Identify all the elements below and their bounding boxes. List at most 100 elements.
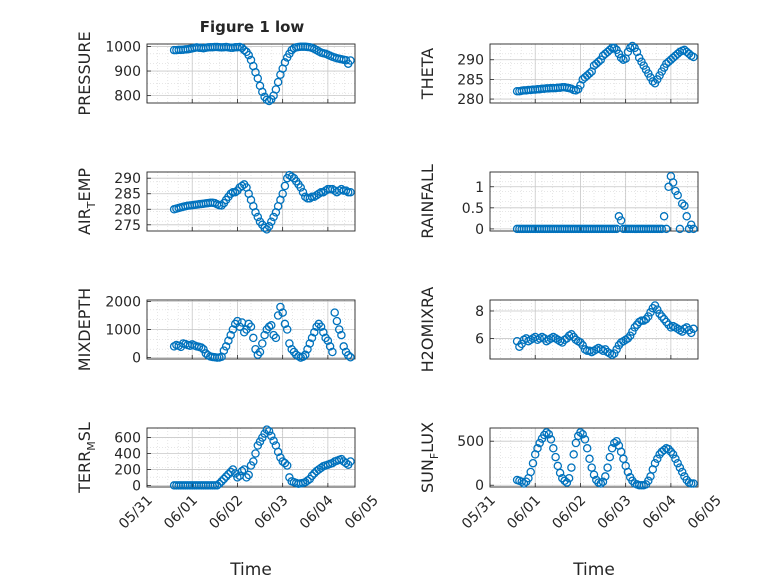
- data-point: [671, 186, 680, 196]
- data-point: [585, 69, 594, 78]
- data-point: [273, 447, 283, 457]
- data-point: [616, 53, 626, 63]
- data-point: [264, 426, 274, 436]
- data-point: [316, 322, 326, 331]
- data-point: [280, 181, 290, 191]
- data-point: [341, 458, 351, 468]
- data-point: [662, 317, 671, 327]
- data-point: [267, 217, 276, 226]
- data-point: [332, 316, 342, 326]
- subplot-6: 6 8 H2OMIXRA: [418, 287, 699, 373]
- y-tick-label: 1000: [105, 39, 141, 55]
- data-point: [251, 449, 260, 458]
- data-point: [689, 224, 698, 234]
- data-point: [666, 447, 676, 457]
- data-point: [668, 178, 678, 187]
- data-point: [662, 224, 671, 234]
- data-point: [228, 187, 238, 197]
- data-point: [325, 342, 335, 351]
- data-point: [648, 303, 658, 313]
- data-point: [246, 322, 256, 331]
- data-point: [285, 339, 294, 348]
- data-point: [580, 435, 590, 444]
- x-tick-label: 06/01: [161, 493, 201, 533]
- y-tick-label: 285: [457, 72, 484, 88]
- data-point: [657, 312, 667, 321]
- data-point: [680, 201, 689, 210]
- figure-title: Figure 1 low: [200, 18, 305, 36]
- data-point: [307, 333, 317, 343]
- data-point: [623, 467, 633, 477]
- data-point: [655, 450, 664, 459]
- data-point: [605, 452, 615, 462]
- data-point: [517, 477, 526, 486]
- y-axis-label: MIXDEPTH: [75, 288, 94, 371]
- y-axis-label: H2OMIXRA: [418, 287, 437, 373]
- data-point: [323, 336, 333, 345]
- data-point: [328, 458, 337, 468]
- data-point: [278, 189, 287, 198]
- data-point: [614, 212, 624, 221]
- data-point: [578, 429, 587, 439]
- axes-box: [489, 43, 699, 104]
- data-point: [346, 353, 355, 362]
- data-point: [319, 328, 328, 337]
- data-point: [576, 428, 585, 437]
- data-point: [659, 212, 669, 221]
- data-point: [298, 352, 308, 362]
- data-point: [242, 473, 251, 482]
- x-tick-label: 05/31: [116, 493, 156, 533]
- data-point: [219, 346, 229, 355]
- data-point: [653, 224, 662, 234]
- data-point: [673, 190, 682, 200]
- data-point: [650, 301, 660, 310]
- y-axis-label: RAINFALL: [418, 164, 437, 239]
- data-point: [280, 319, 290, 329]
- axes-box: [146, 299, 356, 360]
- data-point: [271, 85, 281, 94]
- data-point: [287, 172, 296, 181]
- data-point: [267, 321, 276, 330]
- data-point: [341, 186, 351, 195]
- data-point: [305, 194, 315, 203]
- data-point: [237, 466, 247, 476]
- y-tick-label: 275: [114, 218, 141, 234]
- data-point: [675, 463, 685, 472]
- data-point: [668, 450, 678, 459]
- data-point: [262, 425, 272, 434]
- data-point: [343, 351, 353, 360]
- data-point: [339, 342, 348, 351]
- data-point: [569, 450, 578, 459]
- x-axis-label: Time: [572, 560, 615, 580]
- y-tick-label: 0.5: [462, 201, 484, 217]
- data-point: [684, 325, 694, 335]
- y-axis-label: PRESSURE: [75, 31, 94, 115]
- data-point: [217, 477, 226, 486]
- y-tick-label: 280: [457, 92, 484, 108]
- x-tick-label: 06/04: [297, 492, 337, 532]
- y-tick-label: 900: [114, 64, 141, 80]
- x-axis-label: Time: [229, 560, 272, 580]
- data-point: [564, 473, 574, 483]
- data-point: [237, 181, 247, 191]
- subplot-5: 0 1000 2000 MIXDEPTH: [75, 288, 356, 371]
- y-tick-label: 0: [475, 478, 484, 494]
- axes-box: [489, 299, 699, 360]
- data-point: [625, 331, 635, 340]
- data-point: [282, 461, 292, 470]
- data-point: [330, 308, 339, 317]
- data-point: [273, 77, 283, 87]
- data-point: [653, 305, 662, 314]
- data-point: [325, 184, 335, 194]
- data-point: [314, 189, 324, 198]
- data-point: [533, 444, 542, 453]
- data-point: [519, 479, 529, 488]
- data-point: [610, 224, 619, 234]
- data-point: [682, 212, 691, 221]
- data-point: [551, 334, 560, 343]
- data-point: [269, 436, 278, 446]
- data-point: [578, 341, 587, 350]
- data-point: [641, 314, 651, 324]
